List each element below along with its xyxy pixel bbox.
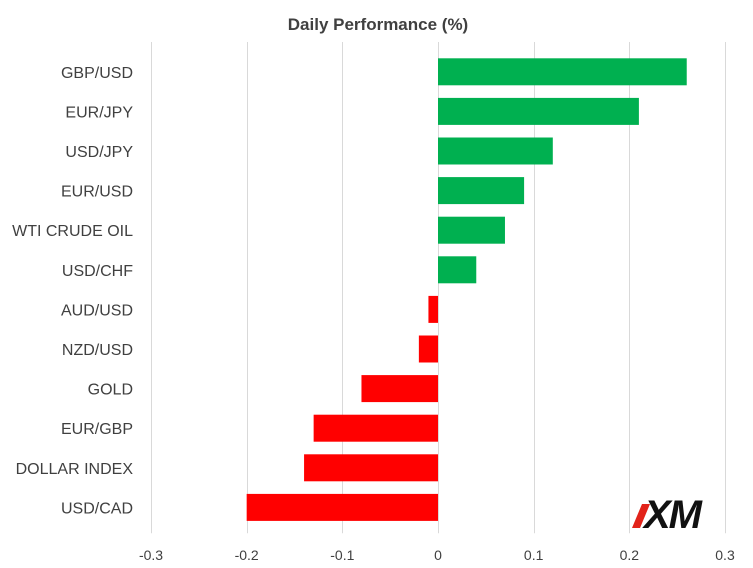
bar — [246, 493, 438, 521]
chart-title: Daily Performance (%) — [288, 15, 468, 34]
x-tick-label: -0.1 — [330, 547, 354, 563]
bar — [418, 335, 438, 363]
category-label: NZD/USD — [62, 342, 133, 359]
category-label: AUD/USD — [61, 302, 133, 319]
category-label: GBP/USD — [61, 65, 133, 82]
x-tick-label: 0.2 — [620, 547, 640, 563]
category-label: EUR/USD — [61, 184, 133, 201]
bar — [438, 256, 477, 284]
bar — [438, 58, 687, 86]
x-tick-label: 0.1 — [524, 547, 544, 563]
category-label: USD/CAD — [61, 500, 133, 517]
bar — [438, 216, 505, 244]
bar — [438, 97, 639, 125]
bar — [428, 295, 438, 323]
bar — [304, 454, 438, 482]
category-label: USD/JPY — [65, 144, 133, 161]
bar — [361, 375, 438, 403]
x-tick-label: -0.2 — [235, 547, 259, 563]
x-tick-label: 0.3 — [715, 547, 735, 563]
x-axis-tick-labels: -0.3 -0.2 -0.1 0 0.1 0.2 0.3 — [139, 547, 735, 563]
x-tick-label: 0 — [434, 547, 442, 563]
category-label: EUR/JPY — [65, 104, 133, 121]
category-label: USD/CHF — [62, 263, 133, 280]
x-tick-label: -0.3 — [139, 547, 163, 563]
category-label: WTI CRUDE OIL — [12, 223, 133, 240]
category-label: EUR/GBP — [61, 421, 133, 438]
bars — [246, 58, 687, 521]
bar — [313, 414, 438, 442]
category-labels: GBP/USD EUR/JPY USD/JPY EUR/USD WTI CRUDE OI… — [12, 65, 133, 518]
category-label: GOLD — [88, 382, 133, 399]
bar — [438, 137, 553, 165]
xm-logo-text: XM — [642, 493, 704, 537]
category-label: DOLLAR INDEX — [16, 461, 134, 478]
xm-logo: XM — [632, 493, 706, 537]
xm-logo-accent — [632, 504, 650, 528]
bar — [438, 177, 525, 205]
